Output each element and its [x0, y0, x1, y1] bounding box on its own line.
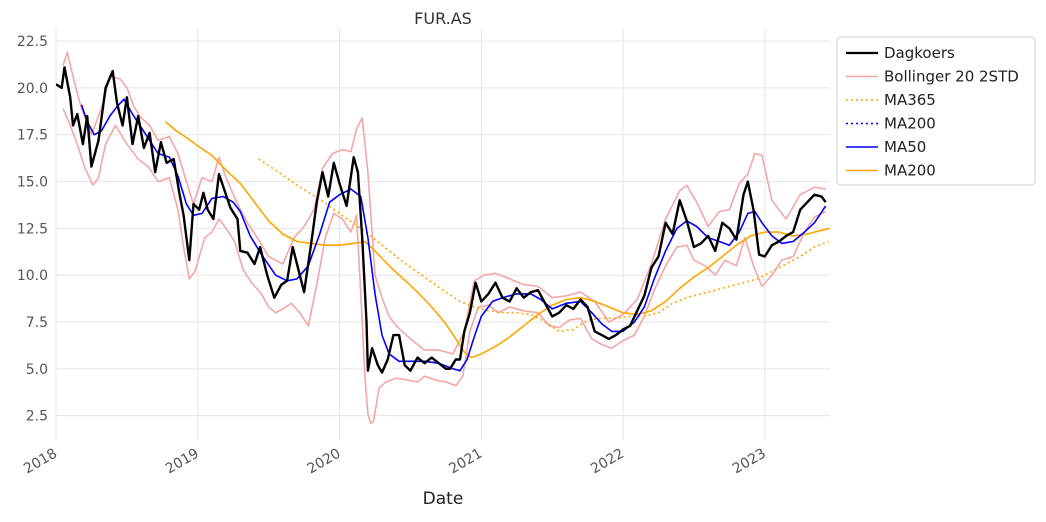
series-line-bollinger-20-2std [62, 108, 827, 424]
x-tick-label: 2018 [21, 446, 60, 478]
y-tick-label: 10.0 [17, 268, 48, 284]
plot-area [56, 28, 830, 440]
legend-box [836, 36, 1036, 186]
legend-label: Dagkoers [884, 44, 955, 62]
series-group [56, 51, 830, 424]
y-tick-label: 22.5 [17, 34, 48, 50]
y-tick-label: 15.0 [17, 175, 48, 191]
grid [55, 28, 830, 440]
legend-label: MA50 [884, 138, 926, 156]
y-tick-label: 20.0 [17, 81, 48, 97]
x-tick-label: 2020 [305, 446, 344, 478]
x-tick-label: 2023 [730, 446, 769, 478]
legend-label: MA200 [884, 115, 936, 133]
y-tick-label: 5.0 [26, 362, 48, 378]
legend-label: Bollinger 20 2STD [884, 68, 1019, 86]
series-line-dagkoers [56, 66, 827, 374]
y-tick-label: 12.5 [17, 221, 48, 237]
x-tick-label: 2019 [163, 446, 202, 478]
y-tick-label: 2.5 [26, 409, 48, 425]
legend-label: MA200 [884, 162, 936, 180]
series-line-ma200 [164, 120, 830, 359]
legend: Dagkoers Bollinger 20 2STD MA365 MA200 MA50 M… [836, 36, 1036, 186]
x-axis-label: Date [423, 489, 464, 509]
series-line-ma50 [80, 98, 827, 372]
y-tick-label: 7.5 [26, 315, 48, 331]
legend-label: MA365 [884, 91, 936, 109]
series-line-ma365 [258, 158, 829, 333]
y-tick-label: 17.5 [17, 128, 48, 144]
x-tick-label: 2021 [446, 446, 485, 478]
series-line-bollinger-20-2std [62, 51, 826, 355]
x-tick-label: 2022 [588, 446, 627, 478]
chart-title: FUR.AS [414, 9, 472, 28]
